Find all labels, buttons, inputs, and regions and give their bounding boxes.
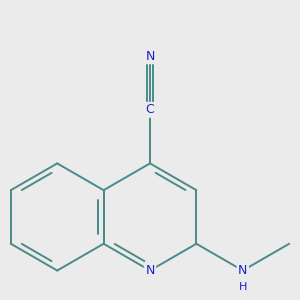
Text: H: H [238, 282, 247, 292]
Text: C: C [146, 103, 154, 116]
Text: N: N [145, 264, 155, 277]
Text: N: N [238, 264, 248, 277]
Text: N: N [145, 50, 155, 63]
